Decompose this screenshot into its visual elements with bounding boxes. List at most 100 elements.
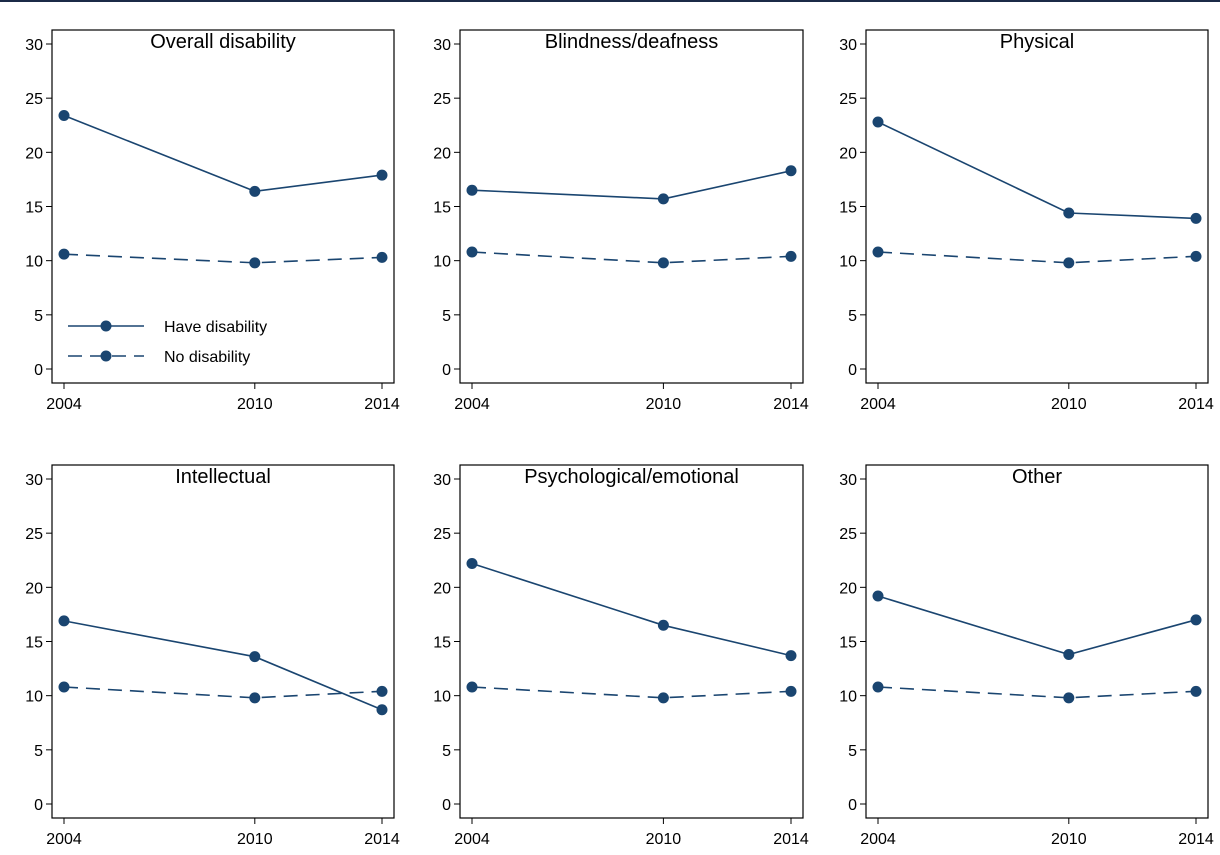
y-tick-label: 5 <box>848 743 857 760</box>
series-line-no-disability <box>471 251 792 264</box>
series-line-no-disability <box>877 251 1197 264</box>
y-tick-label: 25 <box>433 526 451 543</box>
data-point <box>1190 250 1202 262</box>
series-line-have-disability <box>471 562 792 657</box>
series-line-have-disability <box>877 121 1197 220</box>
data-point <box>1190 685 1202 697</box>
panel-title: Physical <box>1000 31 1074 53</box>
series-line-no-disability <box>63 686 383 699</box>
data-point <box>466 558 478 569</box>
panel-title: Psychological/emotional <box>524 466 739 488</box>
data-point <box>657 257 669 269</box>
data-point <box>249 185 261 197</box>
y-tick-label: 20 <box>433 580 451 597</box>
plot-frame <box>459 29 804 384</box>
data-point <box>466 681 478 693</box>
data-point <box>376 704 388 716</box>
legend-label: No disability <box>164 349 250 366</box>
data-point <box>1063 257 1075 269</box>
y-tick-label: 5 <box>442 743 451 760</box>
data-point <box>1063 692 1075 704</box>
y-tick-label: 15 <box>25 200 43 217</box>
data-point <box>872 116 884 128</box>
data-point <box>1190 614 1202 626</box>
x-tick-label: 2014 <box>364 396 400 413</box>
y-tick-label: 15 <box>25 635 43 652</box>
x-tick-label: 2004 <box>454 396 490 413</box>
plot-frame <box>459 464 804 819</box>
x-tick-label: 2014 <box>773 396 809 413</box>
y-tick-label: 10 <box>433 689 451 706</box>
panel-title: Other <box>1012 466 1062 488</box>
y-tick-label: 30 <box>433 472 451 489</box>
y-tick-label: 5 <box>34 308 43 325</box>
x-tick-label: 2010 <box>237 396 273 413</box>
y-tick-label: 20 <box>433 145 451 162</box>
y-tick-label: 30 <box>25 37 43 54</box>
data-point <box>58 248 70 260</box>
data-point <box>657 692 669 704</box>
panel-title: Blindness/deafness <box>545 31 718 53</box>
top-rule <box>0 0 1220 2</box>
data-point <box>376 685 388 697</box>
y-tick-label: 0 <box>442 797 451 814</box>
panel-title: Overall disability <box>150 31 296 53</box>
panel-title: Intellectual <box>175 466 271 488</box>
y-tick-label: 5 <box>442 308 451 325</box>
y-tick-label: 0 <box>34 362 43 379</box>
plot-frame <box>865 29 1209 384</box>
data-point <box>785 250 797 262</box>
y-tick-label: 15 <box>839 635 857 652</box>
y-tick-label: 25 <box>839 526 857 543</box>
y-tick-label: 30 <box>433 37 451 54</box>
y-tick-label: 15 <box>839 200 857 217</box>
y-tick-label: 25 <box>25 91 43 108</box>
plot-frame <box>865 464 1209 819</box>
data-point <box>249 651 261 663</box>
y-tick-label: 25 <box>839 91 857 108</box>
data-point <box>58 110 70 121</box>
series-line-have-disability <box>471 170 792 200</box>
series-line-have-disability <box>63 114 383 193</box>
y-tick-label: 0 <box>848 362 857 379</box>
y-tick-label: 25 <box>25 526 43 543</box>
legend-swatch-marker <box>100 350 112 362</box>
x-tick-label: 2004 <box>46 831 82 848</box>
chart-panel: 0 5 10 15 20 25 30 2004 2010 2014 Psychological/em… <box>433 464 809 848</box>
data-point <box>1063 207 1075 219</box>
x-tick-label: 2010 <box>646 396 682 413</box>
data-point <box>249 257 261 269</box>
x-tick-label: 2010 <box>1051 831 1087 848</box>
data-point <box>376 251 388 263</box>
chart-panel: 0 5 10 15 20 25 30 2004 2010 2014 Physical <box>839 29 1214 413</box>
data-point <box>872 590 884 602</box>
data-point <box>872 681 884 693</box>
y-tick-label: 0 <box>442 362 451 379</box>
data-point <box>785 165 797 177</box>
x-tick-label: 2014 <box>364 831 400 848</box>
data-point <box>657 619 669 631</box>
y-tick-label: 0 <box>34 797 43 814</box>
y-tick-label: 5 <box>848 308 857 325</box>
chart-panel: 0 5 10 15 20 25 30 2004 2010 2014 Blindness/deafne… <box>433 29 809 413</box>
data-point <box>657 193 669 205</box>
x-tick-label: 2004 <box>860 831 896 848</box>
y-tick-label: 15 <box>433 635 451 652</box>
data-point <box>1190 212 1202 224</box>
y-tick-label: 10 <box>839 689 857 706</box>
chart-panel: 0 5 10 15 20 25 30 2004 2010 2014 Overall disabili… <box>25 29 400 413</box>
data-point <box>58 681 70 693</box>
y-tick-label: 30 <box>839 37 857 54</box>
chart-panel: 0 5 10 15 20 25 30 2004 2010 2014 Intellectual <box>25 464 400 848</box>
x-tick-label: 2010 <box>1051 396 1087 413</box>
data-point <box>872 246 884 258</box>
data-point <box>466 246 478 258</box>
data-point <box>58 615 70 627</box>
series-line-no-disability <box>471 686 792 699</box>
data-point <box>466 184 478 196</box>
x-tick-label: 2004 <box>46 396 82 413</box>
y-tick-label: 0 <box>848 797 857 814</box>
x-tick-label: 2004 <box>454 831 490 848</box>
data-point <box>1063 649 1075 660</box>
